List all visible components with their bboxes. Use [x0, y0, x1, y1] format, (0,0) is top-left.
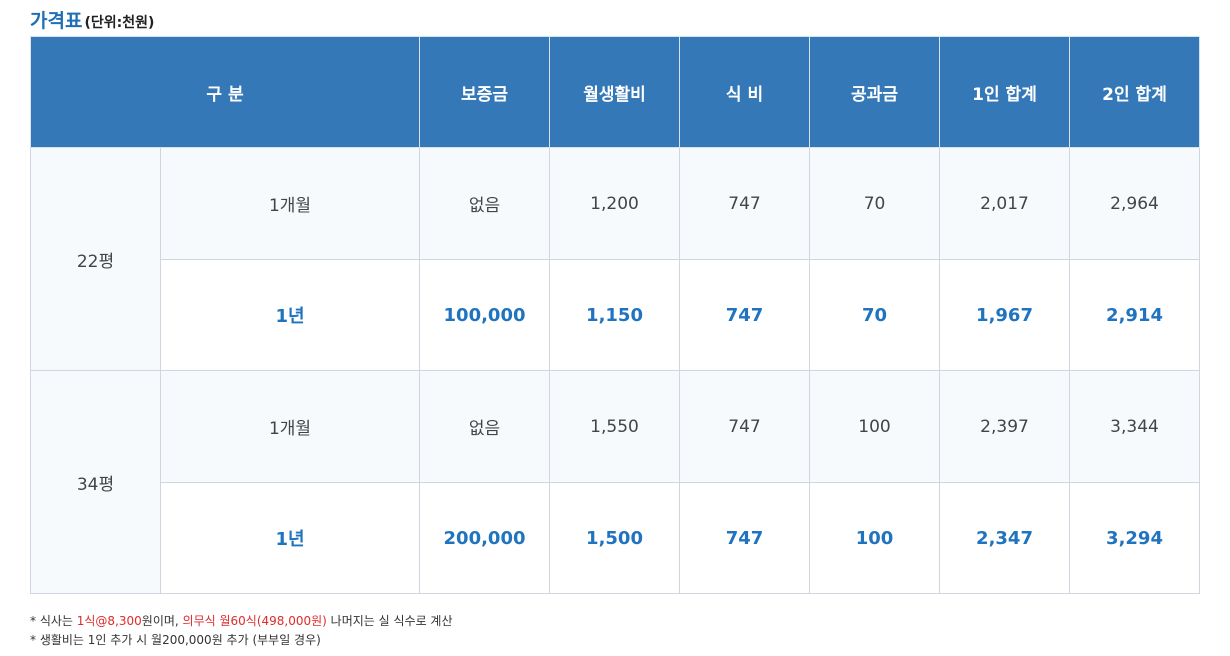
page-title: 가격표 — [30, 10, 83, 32]
utility-cell: 70 — [809, 147, 941, 260]
deposit-cell: 200,000 — [419, 482, 551, 594]
total1-cell: 1,967 — [939, 259, 1071, 371]
living-cell: 1,150 — [549, 259, 681, 371]
total2-cell: 3,294 — [1069, 482, 1201, 594]
utility-cell: 70 — [809, 259, 941, 371]
total1-cell: 2,397 — [939, 370, 1071, 483]
note-meal-prefix: * 식사는 — [30, 614, 77, 628]
living-cell: 1,500 — [549, 482, 681, 594]
header-category: 구 분 — [29, 36, 421, 148]
meal-cell: 747 — [679, 259, 811, 371]
living-cell: 1,550 — [549, 370, 681, 483]
note-living: * 생활비는 1인 추가 시 월200,000원 추가 (부부일 경우) — [30, 633, 321, 647]
total2-cell: 2,914 — [1069, 259, 1201, 371]
total2-cell: 3,344 — [1069, 370, 1201, 483]
table-row: 1년 100,000 1,150 747 70 1,967 2,914 — [31, 259, 1201, 371]
period-cell: 1개월 — [159, 370, 421, 483]
living-cell: 1,200 — [549, 147, 681, 260]
title-row: 가격표 (단위:천원) — [30, 6, 154, 34]
utility-cell: 100 — [809, 370, 941, 483]
total1-cell: 2,017 — [939, 147, 1071, 260]
total1-cell: 2,347 — [939, 482, 1071, 594]
deposit-cell: 없음 — [419, 370, 551, 483]
period-cell: 1개월 — [159, 147, 421, 260]
header-meal: 식 비 — [679, 36, 811, 148]
note-meal-suffix: 나머지는 실 식수로 계산 — [326, 614, 453, 628]
meal-cell: 747 — [679, 147, 811, 260]
header-total-1: 1인 합계 — [939, 36, 1071, 148]
unit-label: (단위:천원) — [84, 15, 155, 31]
table-row: 22평 1개월 없음 1,200 747 70 2,017 2,964 — [30, 147, 1201, 371]
note-meal-price: 1식@8,300 — [76, 614, 142, 628]
period-cell: 1년 — [159, 482, 421, 594]
header-total-2: 2인 합계 — [1069, 36, 1201, 148]
size-cell-34: 34평 — [30, 370, 161, 594]
deposit-cell: 100,000 — [419, 259, 551, 371]
note-meal-mid: 원이며, — [141, 614, 183, 628]
note-mandatory-meals: 의무식 월60식(498,000원) — [182, 614, 327, 628]
footnotes: * 식사는 1식@8,300원이며, 의무식 월60식(498,000원) 나머… — [30, 612, 453, 650]
total2-cell: 2,964 — [1069, 147, 1201, 260]
price-table: 구 분 보증금 월생활비 식 비 공과금 1인 합계 2인 합계 22평 1개월… — [29, 36, 1201, 594]
size-cell-22: 22평 — [30, 147, 161, 371]
deposit-cell: 없음 — [419, 147, 551, 260]
note-meal: * 식사는 1식@8,300원이며, 의무식 월60식(498,000원) 나머… — [30, 612, 453, 631]
header-living: 월생활비 — [549, 36, 681, 148]
meal-cell: 747 — [679, 482, 811, 594]
meal-cell: 747 — [679, 370, 811, 483]
period-cell: 1년 — [159, 259, 421, 371]
utility-cell: 100 — [809, 482, 941, 594]
header-row: 구 분 보증금 월생활비 식 비 공과금 1인 합계 2인 합계 — [29, 36, 1201, 148]
header-deposit: 보증금 — [419, 36, 551, 148]
table-row: 1년 200,000 1,500 747 100 2,347 3,294 — [31, 482, 1201, 594]
table-row: 34평 1개월 없음 1,550 747 100 2,397 3,344 — [30, 370, 1201, 594]
header-utility: 공과금 — [809, 36, 941, 148]
